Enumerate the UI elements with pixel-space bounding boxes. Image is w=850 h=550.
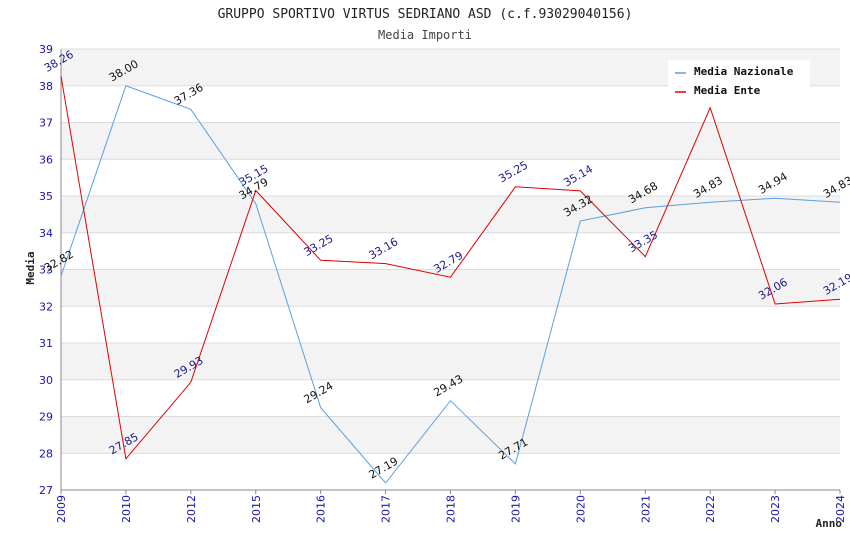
series-line-media-ente xyxy=(60,76,841,460)
plot-band xyxy=(61,416,840,454)
y-tick-label: 37 xyxy=(39,117,53,130)
y-tick-label: 29 xyxy=(39,411,53,424)
plot-band xyxy=(61,306,840,343)
legend-entry-media-ente: Media Ente xyxy=(694,84,761,97)
x-tick-labels: 2009 2010 2012 2015 2016 2017 2018 2019 2020 2021… xyxy=(55,495,847,523)
y-tick-label: 30 xyxy=(39,374,53,387)
plot-band xyxy=(61,159,840,196)
x-tick-label: 2021 xyxy=(639,495,652,523)
y-tick-label: 35 xyxy=(39,190,53,203)
y-tick-label: 28 xyxy=(39,447,53,460)
y-tick-labels: 27 28 29 30 31 32 33 34 35 36 37 38 39 xyxy=(39,43,53,497)
x-axis-label: Anno xyxy=(816,517,843,530)
chart-subtitle: Media Importi xyxy=(378,28,472,42)
plot-band xyxy=(61,379,840,417)
plot-band xyxy=(61,122,840,160)
x-tick-label: 2012 xyxy=(185,495,198,523)
plot-background xyxy=(61,49,840,490)
x-tick-label: 2019 xyxy=(509,495,522,523)
x-tick-label: 2023 xyxy=(769,495,782,523)
x-tick-label: 2016 xyxy=(315,495,328,523)
plot-band xyxy=(61,232,840,270)
series-line-media-nazionale xyxy=(60,85,841,484)
series-lines xyxy=(60,76,841,484)
x-tick-label: 2024 xyxy=(834,495,847,523)
y-tick-label: 38 xyxy=(39,80,53,93)
plot-band xyxy=(61,343,840,380)
plot-band xyxy=(61,453,840,490)
chart-title: GRUPPO SPORTIVO VIRTUS SEDRIANO ASD (c.f… xyxy=(218,7,633,22)
x-tick-label: 2022 xyxy=(704,495,717,523)
legend-entry-media-nazionale: Media Nazionale xyxy=(694,65,794,78)
y-tick-label: 27 xyxy=(39,484,53,497)
y-tick-label: 32 xyxy=(39,300,53,313)
y-tick-label: 31 xyxy=(39,337,53,350)
x-tick-label: 2015 xyxy=(250,495,263,523)
y-tick-label: 39 xyxy=(39,43,53,56)
x-tick-label: 2018 xyxy=(445,495,458,523)
x-tick-label: 2017 xyxy=(380,495,393,523)
x-tick-label: 2009 xyxy=(55,495,68,523)
legend: Media Nazionale Media Ente xyxy=(668,60,810,100)
y-tick-label: 36 xyxy=(39,153,53,166)
legend-box xyxy=(668,60,810,100)
y-tick-label: 34 xyxy=(39,227,53,240)
y-tick-label: 33 xyxy=(39,264,53,277)
y-axis-label: Media xyxy=(24,251,37,284)
plot-band xyxy=(61,269,840,307)
axes xyxy=(60,49,841,494)
x-tick-label: 2010 xyxy=(120,495,133,523)
x-tick-label: 2020 xyxy=(574,495,587,523)
